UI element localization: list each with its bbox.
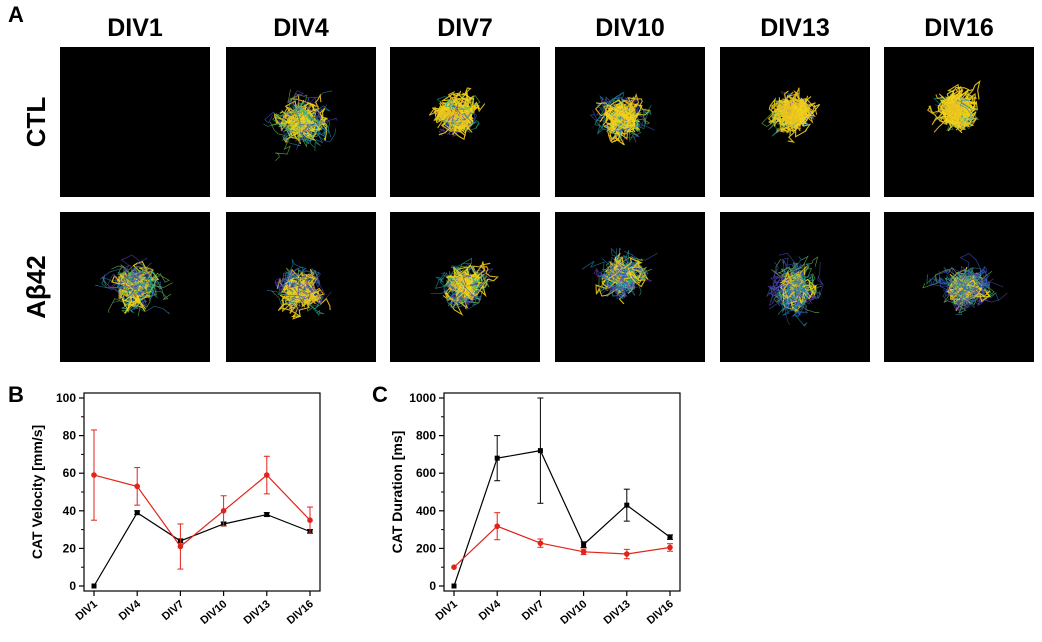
image-background xyxy=(60,47,210,197)
trajectory-image xyxy=(884,212,1034,362)
grid-labels: DIV1 DIV4 DIV7 DIV10 DIV13 DIV16 CTL Aβ42 xyxy=(21,14,994,319)
trajectory-traces xyxy=(927,80,981,134)
x-tick-label: DIV4 xyxy=(477,598,504,623)
duration-chart: 0 200 400 600 800 1000 DIV1 DIV4 DIV7 DIV10 DIV13 D… xyxy=(389,391,681,627)
trajectory-image xyxy=(720,212,870,362)
series-line xyxy=(453,525,671,568)
column-label: DIV10 xyxy=(595,14,664,42)
x-tick-label: DIV16 xyxy=(645,598,676,627)
column-label: DIV7 xyxy=(437,14,493,42)
column-label: DIV13 xyxy=(760,14,829,42)
y-tick-label: 80 xyxy=(63,429,77,443)
trajectory-traces xyxy=(761,87,821,143)
trajectory-traces xyxy=(430,257,499,316)
data-point xyxy=(624,502,630,508)
data-point xyxy=(91,583,97,589)
y-axis-title: CAT Velocity [mm/s] xyxy=(29,425,45,559)
velocity-chart: 0 20 40 60 80 100 DIV1 DIV4 DIV7 DIV10 DIV13 DIV16 C… xyxy=(29,391,321,627)
data-point xyxy=(624,551,630,557)
data-point xyxy=(581,542,587,548)
series-line xyxy=(453,449,671,587)
trajectory-image xyxy=(720,47,870,197)
x-tick-label: DIV10 xyxy=(198,598,229,627)
panel-a-letter: A xyxy=(8,2,24,27)
data-point xyxy=(537,448,543,454)
trajectory-image xyxy=(60,212,210,362)
trajectory-image xyxy=(555,47,705,197)
trajectory-traces xyxy=(581,247,658,305)
x-tick-label: DIV7 xyxy=(520,598,546,623)
data-point xyxy=(134,510,140,516)
column-label: DIV1 xyxy=(107,14,163,42)
panel-b-letter: B xyxy=(8,382,24,407)
series-line xyxy=(93,474,311,548)
series-abeta xyxy=(91,429,313,570)
trajectory-image xyxy=(884,47,1034,197)
panel-c-letter: C xyxy=(372,382,388,407)
trajectory-image xyxy=(390,212,540,362)
x-tick-label: DIV1 xyxy=(73,598,99,623)
data-point xyxy=(91,472,97,478)
trajectory-traces xyxy=(766,252,824,327)
y-tick-label: 200 xyxy=(416,541,436,555)
series-line xyxy=(93,511,311,587)
series-ctl xyxy=(451,397,673,589)
trajectory-image xyxy=(390,47,540,197)
trajectory-traces xyxy=(263,89,337,162)
trajectory-traces xyxy=(428,87,486,141)
y-tick-label: 40 xyxy=(63,504,77,518)
data-point xyxy=(494,455,500,461)
plot-frame xyxy=(83,392,321,592)
y-tick-label: 100 xyxy=(56,391,76,405)
column-label: DIV16 xyxy=(924,14,993,42)
y-tick-label: 0 xyxy=(429,579,436,593)
x-tick-label: DIV1 xyxy=(433,598,459,623)
data-point xyxy=(177,543,184,550)
data-point xyxy=(667,534,673,540)
trajectory-traces xyxy=(266,258,332,320)
y-tick-label: 60 xyxy=(63,466,77,480)
series-ctl xyxy=(91,510,313,589)
x-tick-label: DIV7 xyxy=(160,598,186,623)
column-label: DIV4 xyxy=(273,14,329,42)
y-tick-label: 800 xyxy=(416,429,436,443)
x-tick-label: DIV16 xyxy=(285,598,316,627)
y-tick-label: 400 xyxy=(416,504,436,518)
data-point xyxy=(451,583,457,589)
data-point xyxy=(494,523,501,530)
data-point xyxy=(667,544,673,551)
data-point xyxy=(451,564,457,570)
trajectory-image-grid xyxy=(60,47,1034,362)
row-label: CTL xyxy=(21,97,51,148)
data-point xyxy=(220,508,227,514)
trajectory-image xyxy=(226,212,376,362)
row-label: Aβ42 xyxy=(21,255,51,319)
data-point xyxy=(264,472,270,478)
data-point xyxy=(580,548,587,555)
data-point xyxy=(134,483,140,490)
data-point xyxy=(264,512,270,518)
trajectory-image xyxy=(60,47,210,197)
y-tick-label: 0 xyxy=(69,579,76,593)
y-tick-label: 20 xyxy=(63,541,77,555)
y-tick-label: 1000 xyxy=(409,391,436,405)
plot-frame xyxy=(443,392,681,592)
data-point xyxy=(537,540,544,546)
x-tick-label: DIV13 xyxy=(602,598,633,627)
x-tick-label: DIV4 xyxy=(117,598,144,623)
trajectory-traces xyxy=(589,91,656,146)
y-axis-title: CAT Duration [ms] xyxy=(389,431,405,554)
y-tick-label: 600 xyxy=(416,466,436,480)
data-point xyxy=(307,517,313,523)
trajectory-traces xyxy=(94,254,173,317)
trajectory-traces xyxy=(922,253,1008,316)
x-tick-label: DIV10 xyxy=(558,598,589,627)
trajectory-image xyxy=(226,47,376,197)
series-abeta xyxy=(451,512,673,570)
x-tick-label: DIV13 xyxy=(242,598,273,627)
trajectory-image xyxy=(555,212,705,362)
